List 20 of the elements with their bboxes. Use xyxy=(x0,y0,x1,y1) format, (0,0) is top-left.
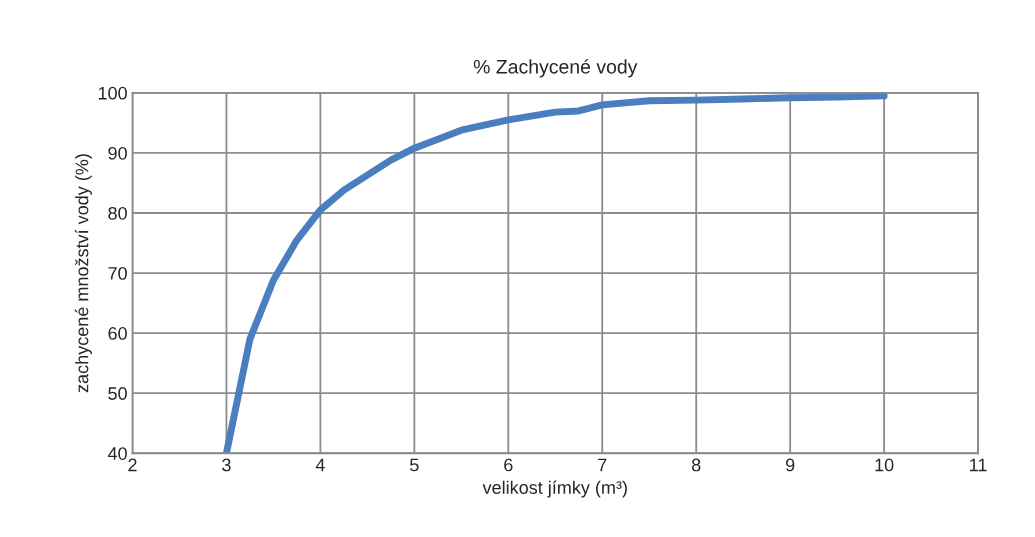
y-tick-label: 90 xyxy=(108,146,127,160)
y-axis-title: zachycené množství vody (%) xyxy=(74,154,92,393)
x-tick-label: 3 xyxy=(222,458,231,472)
x-tick-label: 10 xyxy=(875,458,894,472)
y-tick-label: 60 xyxy=(108,327,127,340)
x-tick-label: 7 xyxy=(598,458,607,472)
x-tick-label: 5 xyxy=(410,458,419,472)
x-tick-label: 2 xyxy=(128,458,137,472)
x-tick-label: 8 xyxy=(691,458,701,472)
x-tick-label: 6 xyxy=(504,458,513,472)
y-tick-label: 40 xyxy=(107,447,127,460)
x-tick-label: 9 xyxy=(785,458,795,472)
y-tick-label: 70 xyxy=(108,267,127,280)
chart-title: % Zachycené vody xyxy=(473,59,638,78)
x-tick-label: 11 xyxy=(970,458,987,472)
y-tick-label: 80 xyxy=(108,206,127,220)
y-tick-label: 100 xyxy=(98,86,127,100)
x-tick-label: 4 xyxy=(315,458,325,472)
y-tick-label: 50 xyxy=(108,387,127,400)
x-axis-title: velikost jímky (m³) xyxy=(482,480,627,498)
